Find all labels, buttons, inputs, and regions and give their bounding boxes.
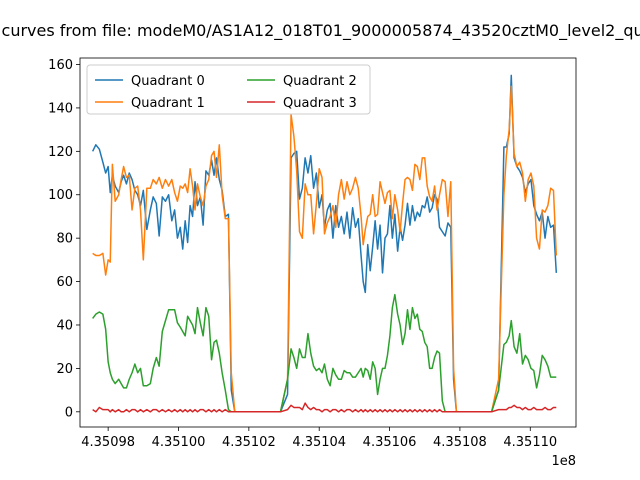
x-tick-label: 4.35108 — [433, 435, 487, 450]
legend-label-quadrant-3: Quadrant 3 — [283, 96, 357, 111]
x-tick-label: 4.35098 — [81, 435, 135, 450]
x-tick-label: 4.35106 — [363, 435, 417, 450]
series-line-quadrant-1 — [92, 85, 558, 413]
legend: Quadrant 0 Quadrant 1 Quadrant 2 Quadrant 3 — [86, 64, 371, 115]
y-tick-label: 100 — [48, 188, 73, 203]
x-tick-label: 4.35102 — [222, 435, 276, 450]
y-tick-label: 60 — [56, 275, 73, 290]
series-line-quadrant-0 — [91, 74, 558, 413]
y-axis: 0 20 40 60 80 100 120 140 160 — [48, 58, 80, 420]
y-tick-label: 40 — [56, 318, 73, 333]
x-tick-label: 4.35104 — [292, 435, 346, 450]
axes-frame — [79, 57, 577, 428]
series-line-quadrant-3 — [92, 402, 557, 413]
x-axis-offset-label: 1e8 — [551, 454, 576, 469]
series-line-quadrant-2 — [92, 293, 557, 413]
y-tick-label: 20 — [56, 362, 73, 377]
legend-label-quadrant-1: Quadrant 1 — [131, 96, 205, 111]
legend-box — [86, 64, 371, 115]
legend-label-quadrant-0: Quadrant 0 — [131, 74, 205, 89]
series-group — [91, 74, 558, 413]
y-tick-label: 80 — [56, 232, 73, 247]
legend-label-quadrant-2: Quadrant 2 — [283, 74, 357, 89]
plot-area — [79, 57, 577, 428]
x-tick-label: 4.35100 — [152, 435, 206, 450]
y-tick-label: 140 — [48, 101, 73, 116]
x-tick-label: 4.35110 — [503, 435, 557, 450]
y-tick-label: 0 — [65, 405, 73, 420]
y-tick-label: 120 — [48, 145, 73, 160]
chart-title: Plotting light curves from file: modeM0/… — [0, 21, 640, 41]
x-axis: 4.35098 4.35100 4.35102 4.35104 4.35106 4.351… — [81, 427, 557, 450]
y-tick-label: 160 — [48, 58, 73, 73]
